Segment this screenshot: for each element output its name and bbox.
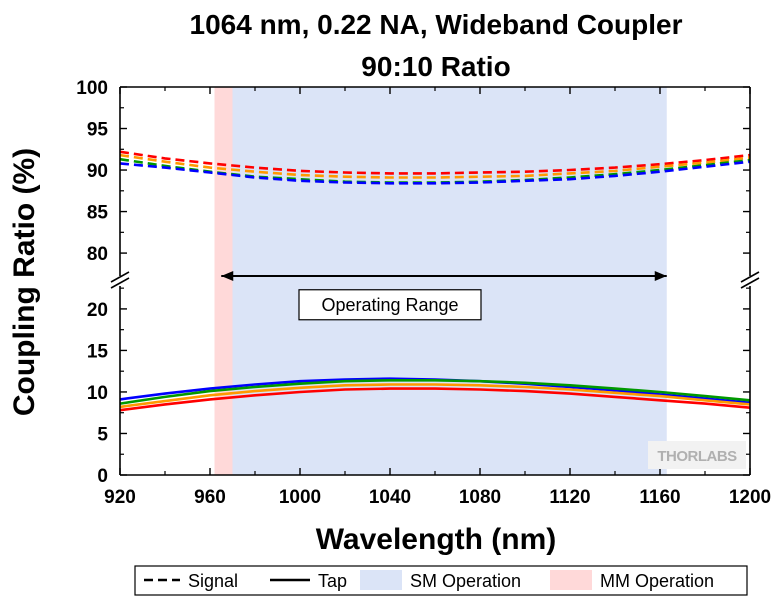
x-tick-label: 1160 bbox=[639, 487, 680, 508]
tap-series-5 bbox=[119, 378, 751, 405]
chart-title-line1: 1064 nm, 0.22 NA, Wideband Coupler bbox=[190, 9, 683, 40]
y-tick-label-lower: 15 bbox=[87, 341, 109, 362]
logo-text: THORLABS bbox=[657, 448, 737, 465]
y-tick-label-lower: 0 bbox=[97, 466, 108, 487]
x-tick-label: 960 bbox=[194, 487, 226, 508]
arrow-head-left bbox=[221, 271, 234, 281]
x-tick-label: 1120 bbox=[549, 487, 590, 508]
y-axis-title: Coupling Ratio (%) bbox=[8, 148, 41, 416]
legend-item-sm-operation-label: SM Operation bbox=[410, 571, 521, 591]
legend-item-mm-operation-swatch bbox=[550, 570, 592, 590]
tap-series-7 bbox=[119, 387, 751, 412]
chart-legend: Signal Tap SM Operation MM Operation bbox=[134, 565, 748, 596]
operation-regions bbox=[214, 87, 667, 475]
y-tick-label-upper: 100 bbox=[76, 78, 108, 99]
x-tick-label: 1040 bbox=[369, 487, 411, 508]
region-sm-operation bbox=[214, 87, 667, 475]
operating-range-box bbox=[298, 289, 482, 321]
axis-break-mark bbox=[110, 271, 130, 283]
x-tick-label: 1200 bbox=[729, 487, 771, 508]
y-tick-label-lower: 10 bbox=[87, 383, 108, 404]
x-tick-label: 1000 bbox=[279, 487, 321, 508]
signal-series-1 bbox=[119, 153, 751, 179]
legend-item-signal-label: Signal bbox=[188, 571, 238, 591]
legend-item-mm-operation-label: MM Operation bbox=[600, 571, 714, 591]
y-tick-label-upper: 95 bbox=[87, 120, 109, 141]
plot-frame bbox=[110, 86, 760, 476]
thorlabs-logo: THORLABS bbox=[648, 441, 746, 469]
signal-series-3 bbox=[119, 160, 751, 185]
x-axis-title: Wavelength (nm) bbox=[316, 523, 557, 556]
data-series bbox=[119, 150, 751, 412]
y-tick-label-upper: 80 bbox=[87, 244, 108, 265]
tap-series-6 bbox=[119, 383, 751, 409]
x-tick-label: 920 bbox=[104, 487, 136, 508]
chart-title-line2: 90:10 Ratio bbox=[361, 51, 510, 82]
x-tick-label: 1080 bbox=[459, 487, 501, 508]
legend-item-tap-label: Tap bbox=[318, 571, 347, 591]
y-tick-label-lower: 20 bbox=[87, 300, 108, 321]
y-tick-label-upper: 85 bbox=[87, 203, 109, 224]
axis-ticks: 920 960 1000 1040 1080 1120 1160 12008085909510… bbox=[76, 78, 771, 508]
operating-range-label: Operating Range bbox=[321, 295, 458, 315]
region-mm-operation bbox=[214, 87, 233, 475]
signal-series-0 bbox=[119, 150, 751, 175]
axis-break-mark bbox=[740, 277, 760, 289]
arrow-head-right bbox=[654, 271, 667, 281]
axis-break-mark bbox=[740, 271, 760, 283]
y-tick-label-lower: 5 bbox=[97, 424, 108, 445]
logo-background bbox=[648, 441, 746, 469]
operating-range-annotation: Operating Range bbox=[221, 271, 667, 321]
y-tick-label-upper: 90 bbox=[87, 161, 108, 182]
legend-box bbox=[134, 565, 748, 596]
axis-break-mark bbox=[110, 277, 130, 289]
legend-item-sm-operation-swatch bbox=[360, 570, 402, 590]
